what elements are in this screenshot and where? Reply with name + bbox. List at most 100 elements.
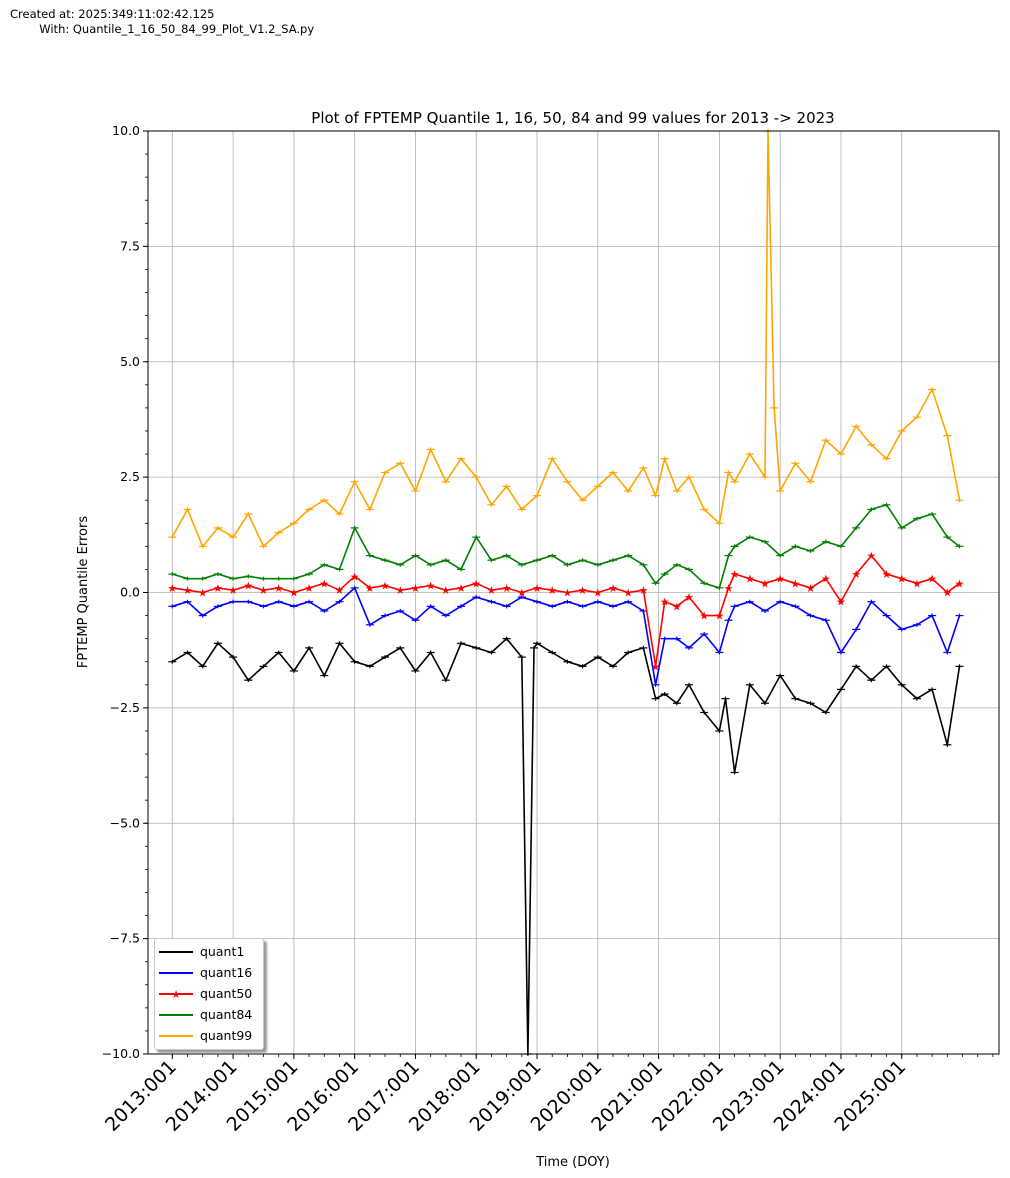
created-at-text: Created at: 2025:349:11:02:42.125: [10, 7, 215, 21]
data-point-quant50: ★: [724, 582, 734, 595]
data-point-quant50: ★: [243, 580, 253, 593]
data-point-quant50: ★: [745, 573, 755, 586]
data-point-quant50: ★: [638, 584, 648, 597]
data-point-quant50: ★: [806, 582, 816, 595]
y-tick-label: 0.0: [120, 585, 140, 600]
data-point-quant50: ★: [714, 610, 724, 623]
data-point-quant50: ★: [699, 610, 709, 623]
data-point-quant50: ★: [365, 582, 375, 595]
data-point-quant50: ★: [304, 582, 314, 595]
data-point-quant50: ★: [790, 577, 800, 590]
series-quant99: [168, 129, 964, 549]
x-axis: 2013:0012014:0012015:0012016:0012017:001…: [101, 1054, 994, 1136]
data-point-quant50: ★: [912, 577, 922, 590]
legend-label: quant50: [200, 986, 253, 1001]
data-point-quant50: ★: [502, 582, 512, 595]
data-point-quant50: ★: [441, 584, 451, 597]
data-point-quant50: ★: [167, 582, 177, 595]
data-point-quant50: ★: [866, 550, 876, 563]
series-quant1: [168, 636, 964, 1056]
svg-text:★: ★: [171, 988, 181, 1001]
series-quant50: ★ ★ ★ ★ ★ ★ ★ ★ ★ ★ ★★★★ ★ ★ ★ ★ ★ ★ ★★ ★ ★ ★ ★ ★ ★ ★ ★ ★ ★★★ ★★★ ★★★…: [167, 550, 964, 674]
legend-label: quant99: [200, 1028, 253, 1043]
legend-star-line-icon: ★: [159, 988, 193, 1001]
data-point-quant50: ★: [335, 584, 345, 597]
data-point-quant50: ★: [487, 584, 497, 597]
y-tick-label: 2.5: [120, 469, 140, 484]
data-point-quant50: ★: [730, 568, 740, 581]
data-point-quant50: ★: [456, 582, 466, 595]
y-axis-label: FPTEMP Quantile Errors: [76, 516, 91, 668]
data-point-quant50: ★: [672, 600, 682, 613]
data-point-quant50: ★: [927, 573, 937, 586]
data-point-quant50: ★: [836, 596, 846, 609]
legend-label: quant1: [200, 944, 245, 959]
data-point-quant50: ★: [289, 587, 299, 600]
legend-line-icon: [159, 972, 193, 974]
data-point-quant50: ★: [547, 584, 557, 597]
series-quant16: [168, 585, 964, 687]
x-axis-label: Time (DOY): [535, 1155, 610, 1170]
data-point-quant50: ★: [532, 582, 542, 595]
data-point-quant50: ★: [760, 577, 770, 590]
y-tick-label: 7.5: [120, 238, 140, 253]
data-point-quant50: ★: [517, 587, 527, 600]
legend-item-quant99: quant99: [155, 1026, 263, 1046]
legend-item-quant16: quant16: [155, 963, 263, 983]
data-point-quant50: ★: [651, 660, 661, 673]
data-point-quant50: ★: [562, 587, 572, 600]
data-point-quant50: ★: [198, 587, 208, 600]
legend-item-quant50: ★ quant50: [155, 984, 263, 1004]
grid: [148, 130, 999, 1055]
data-point-quant50: ★: [411, 582, 421, 595]
data-point-quant50: ★: [593, 587, 603, 600]
data-point-quant50: ★: [319, 577, 329, 590]
y-tick-label: −7.5: [110, 931, 140, 946]
data-point-quant50: ★: [955, 577, 965, 590]
data-point-quant50: ★: [395, 584, 405, 597]
series-line-quant99: [171, 130, 961, 548]
data-point-quant50: ★: [821, 573, 831, 586]
file-metadata: Created at: 2025:349:11:02:42.125 With: …: [10, 7, 314, 37]
y-tick-label: −5.0: [110, 815, 140, 830]
data-point-quant50: ★: [942, 587, 952, 600]
data-point-quant50: ★: [578, 584, 588, 597]
data-point-quant50: ★: [274, 582, 284, 595]
data-point-quant50: ★: [228, 584, 238, 597]
y-tick-label: −10.0: [102, 1046, 140, 1061]
data-point-quant50: ★: [608, 582, 618, 595]
y-tick-label: 5.0: [120, 354, 140, 369]
script-name-text: With: Quantile_1_16_50_84_99_Plot_V1.2_S…: [10, 22, 315, 36]
data-point-quant50: ★: [213, 582, 223, 595]
legend-item-quant1: quant1: [155, 942, 263, 962]
data-point-quant50: ★: [775, 573, 785, 586]
legend-line-icon: [159, 1035, 193, 1037]
y-axis: −10.0 −7.5 −5.0 −2.5 0.0 2.5 5.0 7.5 10.0: [102, 123, 148, 1061]
series-line-quant50: [172, 554, 960, 668]
legend-line-icon: [159, 951, 193, 953]
data-point-quant50: ★: [660, 596, 670, 609]
data-point-quant50: ★: [623, 587, 633, 600]
data-point-quant50: ★: [471, 577, 481, 590]
y-tick-label: 10.0: [112, 123, 140, 138]
data-point-quant50: ★: [882, 568, 892, 581]
data-point-quant50: ★: [684, 591, 694, 604]
legend-label: quant16: [200, 965, 253, 980]
legend-item-quant84: quant84: [155, 1005, 263, 1025]
series-line-quant1: [171, 637, 961, 1055]
data-point-quant50: ★: [380, 580, 390, 593]
data-point-quant50: ★: [851, 568, 861, 581]
legend-line-icon: [159, 1014, 193, 1016]
plot-area: ★ ★ ★ ★ ★ ★ ★ ★ ★ ★ ★★★★ ★ ★ ★ ★ ★ ★ ★★ ★ ★ ★ ★ ★ ★ ★ ★ ★ ★★★ ★★★ ★★★…: [167, 129, 965, 1056]
data-point-quant50: ★: [426, 580, 436, 593]
chart-title: Plot of FPTEMP Quantile 1, 16, 50, 84 an…: [311, 109, 834, 127]
data-point-quant50: ★: [183, 584, 193, 597]
legend-label: quant84: [200, 1007, 253, 1022]
data-point-quant50: ★: [259, 584, 269, 597]
legend: quant1 quant16 ★ quant50 quant84 quant99: [154, 938, 264, 1050]
data-point-quant50: ★: [350, 570, 360, 583]
data-point-quant50: ★: [897, 573, 907, 586]
series-quant84: [168, 502, 964, 590]
y-tick-label: −2.5: [110, 700, 140, 715]
